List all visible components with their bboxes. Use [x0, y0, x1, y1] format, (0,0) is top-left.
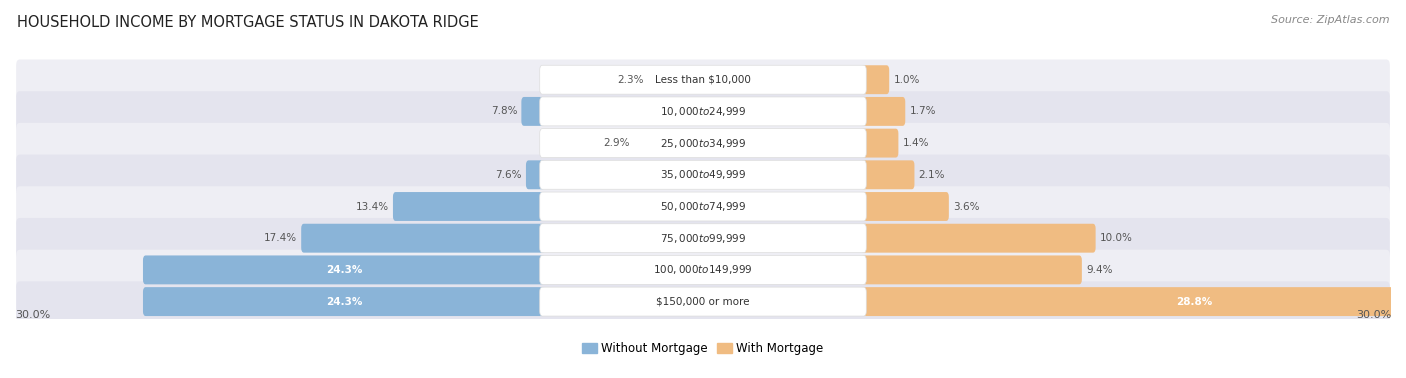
Text: 2.9%: 2.9%: [603, 138, 630, 148]
Text: $10,000 to $24,999: $10,000 to $24,999: [659, 105, 747, 118]
FancyBboxPatch shape: [526, 160, 546, 189]
FancyBboxPatch shape: [15, 218, 1391, 259]
FancyBboxPatch shape: [540, 65, 866, 94]
Text: $25,000 to $34,999: $25,000 to $34,999: [659, 136, 747, 150]
FancyBboxPatch shape: [15, 91, 1391, 132]
FancyBboxPatch shape: [860, 256, 1081, 284]
Text: $35,000 to $49,999: $35,000 to $49,999: [659, 168, 747, 181]
Text: 3.6%: 3.6%: [953, 201, 980, 212]
Text: Less than $10,000: Less than $10,000: [655, 75, 751, 85]
FancyBboxPatch shape: [15, 123, 1391, 163]
FancyBboxPatch shape: [540, 160, 866, 189]
Text: 2.1%: 2.1%: [918, 170, 945, 180]
FancyBboxPatch shape: [392, 192, 546, 221]
FancyBboxPatch shape: [15, 281, 1391, 322]
Text: 1.4%: 1.4%: [903, 138, 929, 148]
Text: 13.4%: 13.4%: [356, 201, 389, 212]
FancyBboxPatch shape: [15, 155, 1391, 195]
FancyBboxPatch shape: [301, 224, 546, 253]
Text: $50,000 to $74,999: $50,000 to $74,999: [659, 200, 747, 213]
Text: 28.8%: 28.8%: [1175, 297, 1212, 307]
FancyBboxPatch shape: [860, 287, 1406, 316]
Text: 24.3%: 24.3%: [326, 265, 363, 275]
FancyBboxPatch shape: [860, 129, 898, 158]
FancyBboxPatch shape: [860, 65, 889, 94]
FancyBboxPatch shape: [860, 160, 914, 189]
FancyBboxPatch shape: [15, 250, 1391, 290]
FancyBboxPatch shape: [522, 97, 546, 126]
Text: 7.6%: 7.6%: [495, 170, 522, 180]
FancyBboxPatch shape: [540, 192, 866, 221]
Text: 7.8%: 7.8%: [491, 107, 517, 116]
Text: 30.0%: 30.0%: [15, 310, 51, 321]
Text: 1.7%: 1.7%: [910, 107, 936, 116]
FancyBboxPatch shape: [540, 287, 866, 316]
FancyBboxPatch shape: [15, 59, 1391, 100]
FancyBboxPatch shape: [143, 256, 546, 284]
FancyBboxPatch shape: [540, 224, 866, 253]
Text: Source: ZipAtlas.com: Source: ZipAtlas.com: [1271, 15, 1389, 25]
FancyBboxPatch shape: [540, 256, 866, 284]
Text: 2.3%: 2.3%: [617, 75, 644, 85]
Text: 9.4%: 9.4%: [1085, 265, 1112, 275]
FancyBboxPatch shape: [540, 97, 866, 126]
Text: 1.0%: 1.0%: [893, 75, 920, 85]
Text: $100,000 to $149,999: $100,000 to $149,999: [654, 263, 752, 276]
Text: 24.3%: 24.3%: [326, 297, 363, 307]
FancyBboxPatch shape: [860, 192, 949, 221]
FancyBboxPatch shape: [540, 129, 866, 158]
FancyBboxPatch shape: [860, 97, 905, 126]
Text: HOUSEHOLD INCOME BY MORTGAGE STATUS IN DAKOTA RIDGE: HOUSEHOLD INCOME BY MORTGAGE STATUS IN D…: [17, 15, 478, 30]
Text: $75,000 to $99,999: $75,000 to $99,999: [659, 232, 747, 245]
FancyBboxPatch shape: [143, 287, 546, 316]
FancyBboxPatch shape: [860, 224, 1095, 253]
Text: 10.0%: 10.0%: [1099, 233, 1133, 243]
Text: 17.4%: 17.4%: [264, 233, 297, 243]
Text: $150,000 or more: $150,000 or more: [657, 297, 749, 307]
Text: 30.0%: 30.0%: [1355, 310, 1391, 321]
Legend: Without Mortgage, With Mortgage: Without Mortgage, With Mortgage: [578, 338, 828, 360]
FancyBboxPatch shape: [15, 186, 1391, 227]
